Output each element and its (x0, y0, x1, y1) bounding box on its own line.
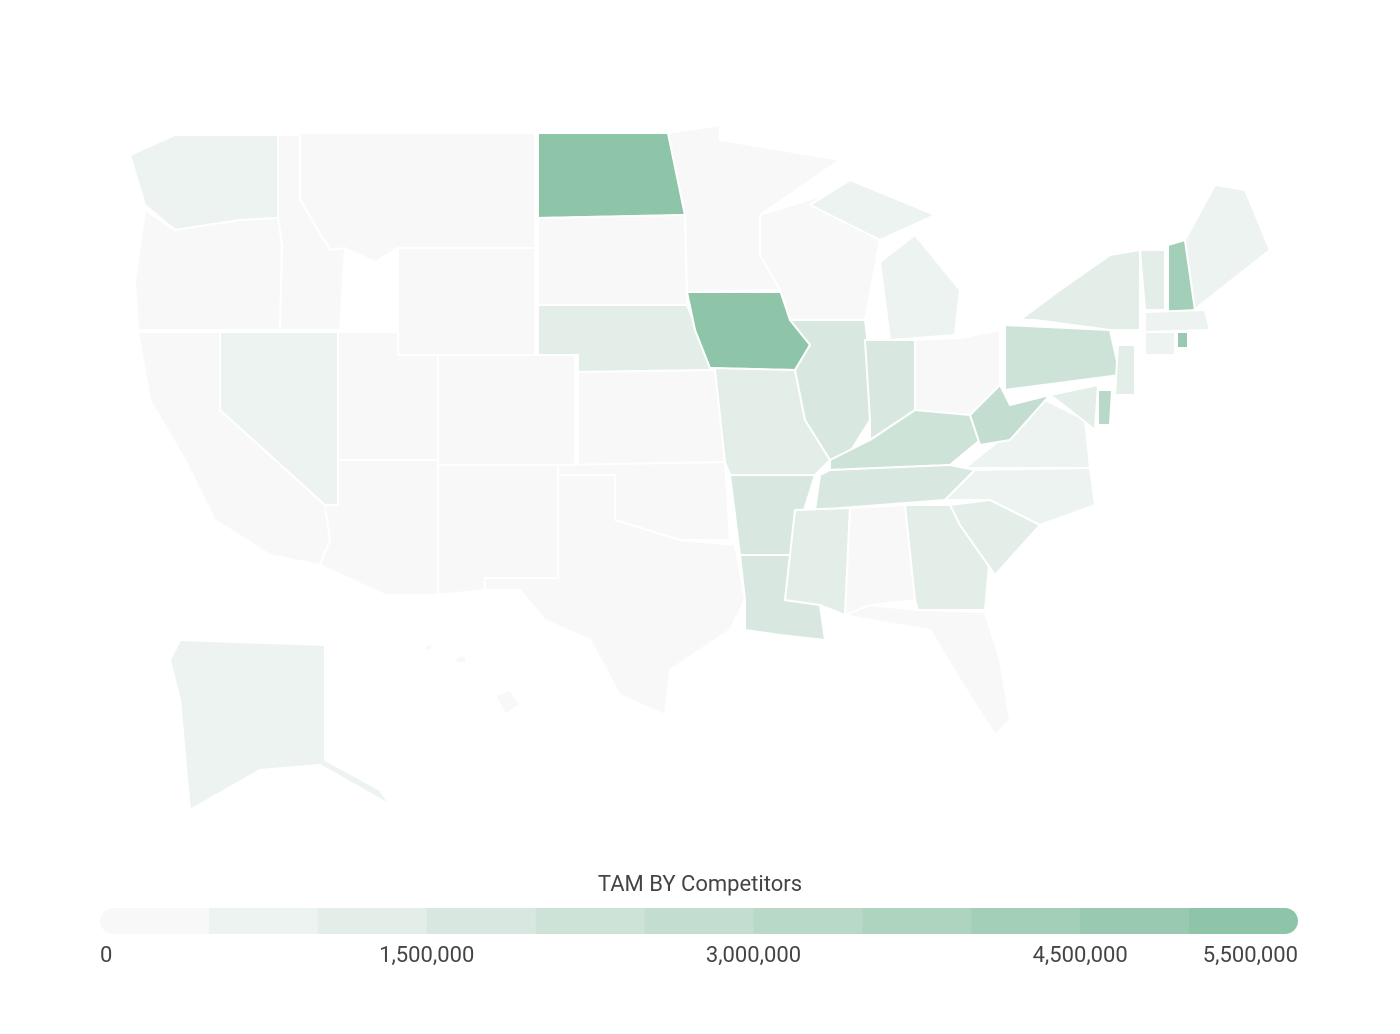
state (944, 467, 1096, 526)
legend-step (535, 908, 646, 934)
legend-step (426, 908, 537, 934)
state (844, 504, 916, 616)
state (537, 132, 686, 219)
state (1184, 184, 1271, 311)
state (1139, 249, 1166, 311)
state (437, 464, 559, 596)
state (809, 179, 936, 241)
state (484, 474, 746, 716)
state (577, 369, 726, 466)
state (964, 399, 1091, 469)
state (319, 459, 439, 596)
legend-step (862, 908, 972, 934)
legend-step (1189, 908, 1298, 934)
state (784, 507, 851, 616)
legend-title: TAM BY Competitors (598, 872, 802, 897)
state (494, 689, 521, 716)
legend-step (1080, 908, 1190, 934)
state (424, 643, 433, 651)
state (879, 234, 961, 341)
state (1004, 324, 1121, 391)
state (1144, 331, 1176, 356)
legend-tick-label: 4,500,000 (1033, 943, 1128, 968)
state (454, 654, 468, 665)
legend-step (100, 908, 210, 934)
state (299, 132, 536, 263)
legend-tick-label: 3,000,000 (706, 943, 801, 968)
legend-step (971, 908, 1081, 934)
legend-tick-label: 1,500,000 (379, 943, 474, 968)
legend-step (753, 908, 863, 934)
state (1144, 309, 1211, 333)
state (844, 604, 1011, 736)
state (537, 214, 688, 306)
state (1176, 331, 1189, 349)
legend-tick-label: 5,500,000 (1203, 943, 1298, 968)
state (134, 209, 283, 331)
state (1097, 389, 1113, 426)
legend-bar (100, 908, 1298, 934)
legend-step (644, 908, 754, 934)
state-layer (129, 124, 1271, 811)
legend: 0 1,500,000 3,000,000 4,500,000 5,500,000 (100, 908, 1298, 968)
legend-step (317, 908, 428, 934)
legend-step (208, 908, 319, 934)
state (814, 464, 976, 511)
state (1114, 344, 1136, 396)
state (1019, 249, 1141, 331)
state (1049, 384, 1099, 431)
legend-tick-label: 0 (100, 943, 112, 968)
state (437, 354, 576, 466)
state (397, 247, 536, 356)
state (169, 639, 391, 811)
